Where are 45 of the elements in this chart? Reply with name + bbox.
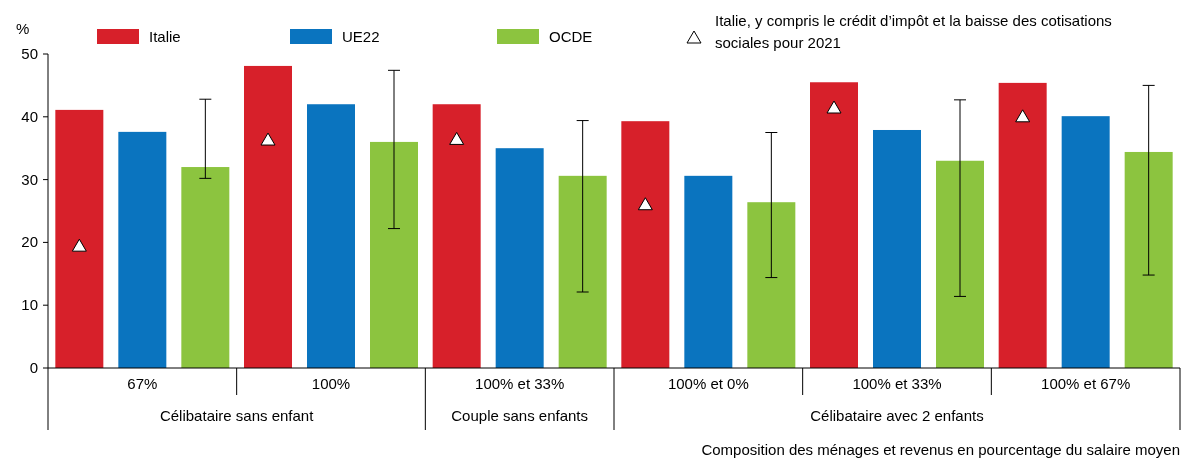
x-tick-label: 100% et 67%: [1041, 375, 1131, 392]
y-tick-label: 30: [21, 170, 38, 188]
bar: [181, 167, 230, 368]
bar: [810, 82, 858, 368]
point: [449, 131, 465, 145]
legend-label: Italie: [149, 28, 181, 45]
bar: [621, 121, 670, 368]
point: [71, 238, 87, 252]
bar: [244, 65, 292, 368]
bar: [747, 202, 796, 368]
y-tick-label: 0: [29, 359, 38, 376]
point: [260, 132, 276, 146]
point: [1015, 109, 1031, 123]
x-tick-label: 67%: [127, 375, 158, 392]
legend-label: OCDE: [549, 28, 593, 45]
text: Célibataire avec 2 enfants: [810, 407, 984, 424]
bar: [1124, 151, 1173, 368]
x-tick-label: 100% et 33%: [475, 375, 565, 392]
bar: [307, 104, 355, 368]
bar: [370, 141, 418, 368]
bar: [684, 175, 733, 368]
x-tick-label: 100% et 0%: [667, 375, 749, 392]
y-tick-label: 10: [21, 296, 38, 314]
bar: [998, 82, 1047, 368]
x-tick-label: 100%: [311, 375, 351, 392]
bar: [1061, 116, 1110, 368]
legend-label: Italie, y compris le crédit d’impôt et la baisse des cotisations sociales pour 2021: [715, 12, 1112, 51]
legend-label: UE22: [342, 28, 380, 45]
text: Célibataire sans enfant: [159, 407, 315, 424]
y-axis-title: %: [16, 20, 30, 37]
x-axis-title: Composition des ménages et revenus en pourcentage du salaire moyen: [701, 441, 1180, 458]
bar: [873, 129, 921, 368]
bar: [118, 131, 167, 368]
bar: [936, 160, 984, 368]
bar: [558, 175, 607, 368]
text: Couple sans enfants: [451, 407, 589, 424]
y-tick-label: 20: [21, 233, 38, 251]
bar: [55, 109, 104, 368]
bar: [432, 104, 481, 368]
point: [826, 100, 842, 114]
y-tick-label: 50: [21, 45, 38, 62]
y-tick-label: 40: [21, 107, 38, 125]
bar: [495, 148, 544, 368]
x-tick-label: 100% et 33%: [852, 375, 942, 392]
point: [637, 197, 653, 211]
